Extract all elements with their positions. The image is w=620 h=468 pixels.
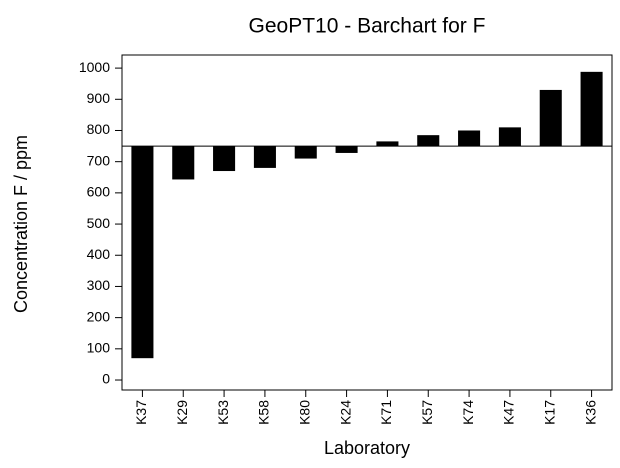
y-tick-label: 0 [102, 371, 110, 387]
bar [253, 146, 276, 168]
y-tick-label: 1000 [79, 59, 110, 75]
y-axis-label: Concentration F / ppm [11, 135, 31, 313]
x-tick-label: K36 [582, 400, 598, 425]
x-axis-label: Laboratory [324, 438, 410, 458]
bar [498, 127, 521, 147]
y-tick-label: 500 [87, 215, 111, 231]
bar [417, 135, 440, 147]
bar [335, 146, 358, 153]
bar [172, 146, 195, 180]
x-tick-label: K58 [256, 400, 272, 425]
y-tick-label: 900 [87, 90, 111, 106]
chart-title: GeoPT10 - Barchart for F [249, 15, 486, 38]
x-tick-label: K37 [133, 400, 149, 425]
x-tick-label: K74 [460, 400, 476, 425]
y-tick-label: 300 [87, 277, 111, 293]
x-tick-label: K53 [215, 400, 231, 425]
bar [580, 71, 603, 147]
y-tick-label: 200 [87, 308, 111, 324]
bar [458, 130, 481, 147]
bar [294, 146, 317, 159]
y-tick-label: 400 [87, 246, 111, 262]
bar [213, 146, 236, 172]
y-tick-label: 800 [87, 121, 111, 137]
bar [376, 141, 399, 147]
x-tick-label: K24 [337, 400, 353, 425]
y-tick-label: 100 [87, 340, 111, 356]
plot-frame [121, 54, 613, 391]
x-tick-label: K29 [174, 400, 190, 425]
bar [539, 89, 562, 147]
bar [131, 146, 154, 359]
x-tick-label: K47 [501, 400, 517, 425]
x-tick-label: K80 [296, 400, 312, 425]
x-tick-label: K17 [541, 400, 557, 425]
y-tick-label: 600 [87, 184, 111, 200]
x-tick-label: K57 [419, 400, 435, 425]
x-tick-label: K71 [378, 400, 394, 425]
y-tick-label: 700 [87, 152, 111, 168]
